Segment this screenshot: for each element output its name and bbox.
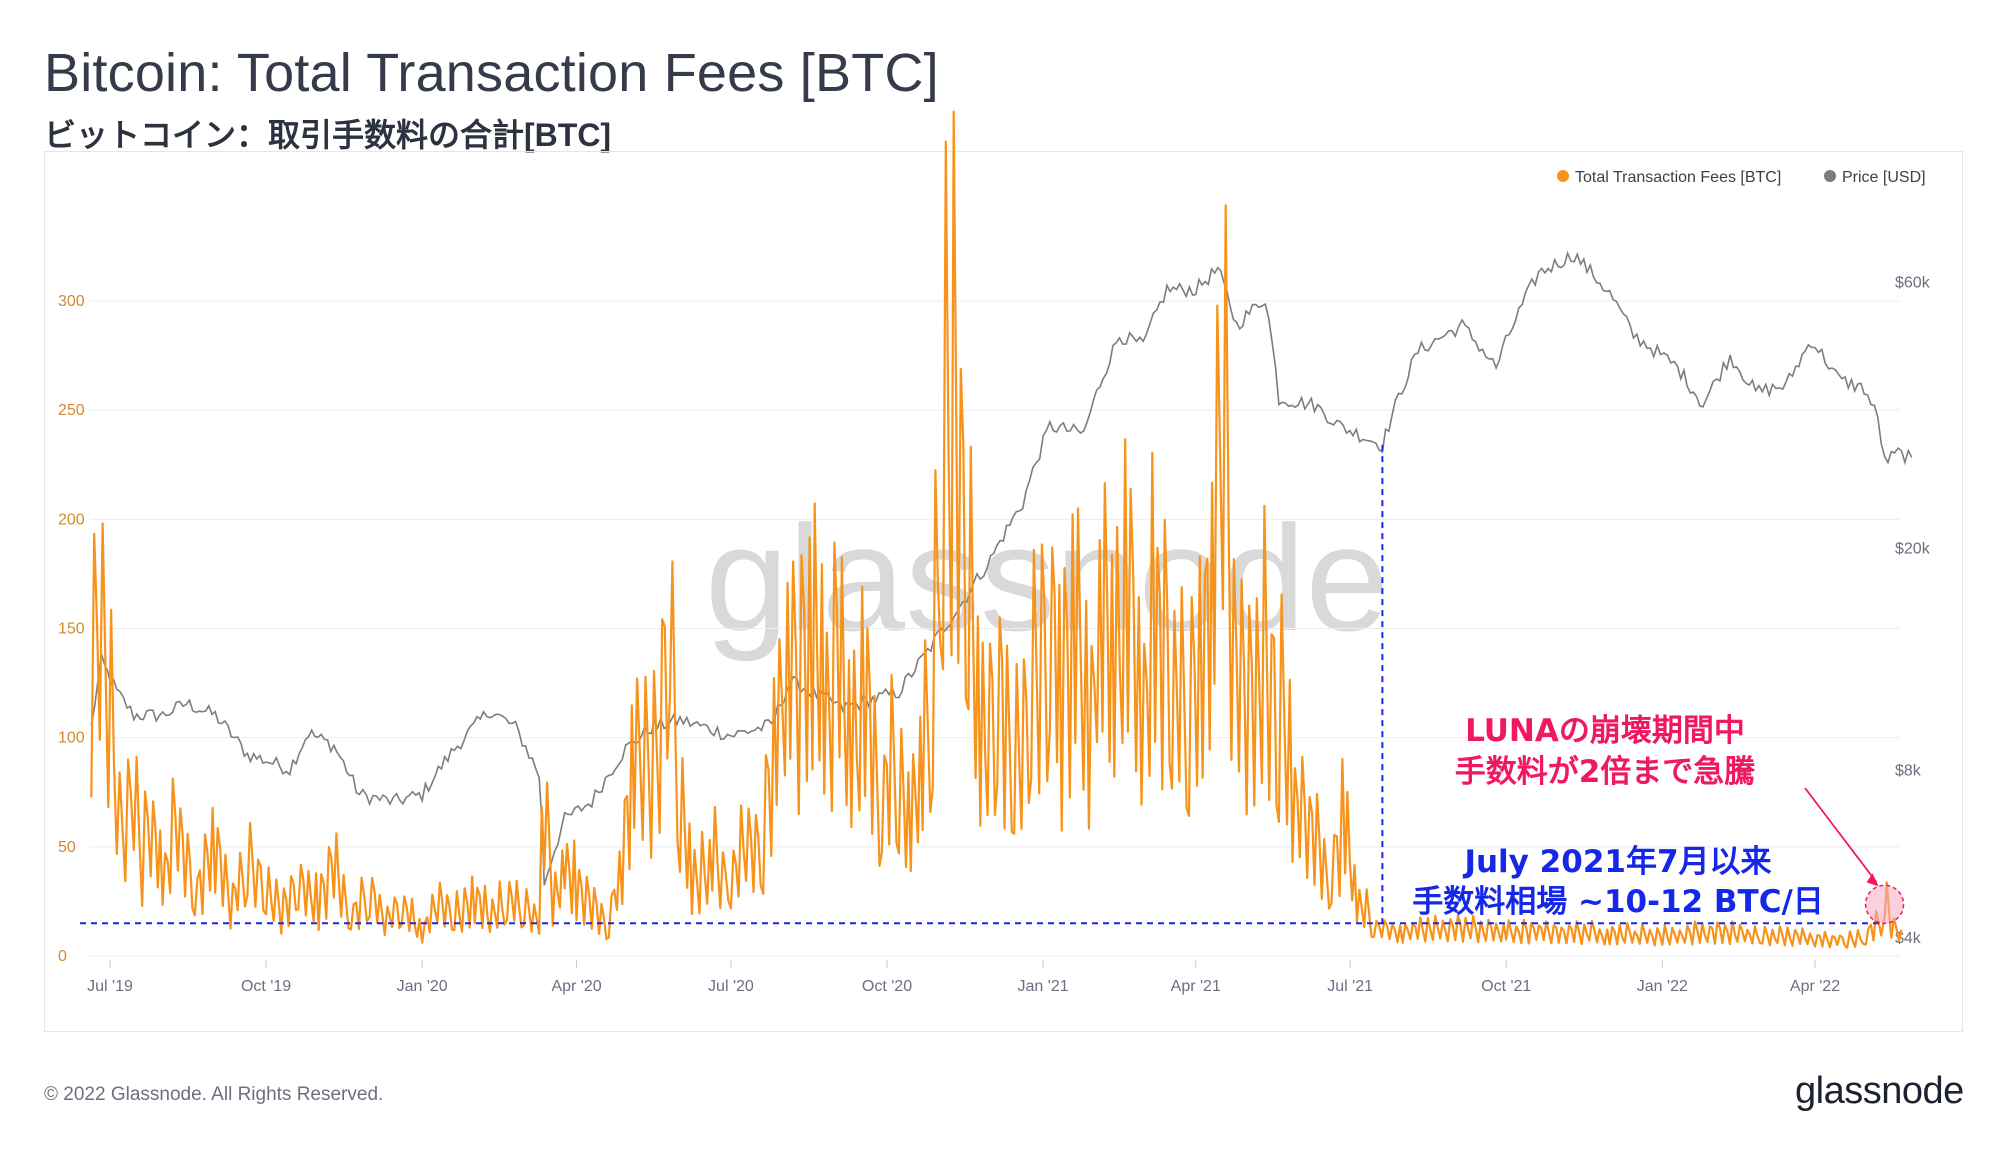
fees-line	[90, 110, 1903, 949]
x-tick-label: Oct '20	[862, 978, 912, 995]
watermark: glassnode	[705, 494, 1389, 662]
chart-frame	[44, 151, 1963, 1032]
y-left-tick-label: 150	[58, 621, 85, 638]
chart-axes: 0 50 100 150 200 250 300 $4k $8k $20k $60k Jul '19 O…	[58, 274, 1931, 995]
x-tick-label: Jan '21	[1018, 978, 1069, 995]
chart-grid	[90, 300, 1900, 957]
y-left-tick-label: 200	[58, 511, 85, 528]
x-tick-label: Jul '19	[87, 978, 133, 995]
y-right-tick-label: $20k	[1895, 540, 1931, 557]
chart-series	[90, 110, 1913, 949]
x-tick-label: Jul '20	[708, 978, 754, 995]
y-left-tick-label: 0	[58, 948, 67, 965]
x-tick-label: Jan '22	[1637, 978, 1688, 995]
x-tick-label: Apr '21	[1171, 978, 1221, 995]
x-tick-label: Jan '20	[397, 978, 448, 995]
y-left-tick-label: 50	[58, 839, 76, 856]
fee-range-annotation-text: July 2021年7月以来	[1462, 844, 1771, 880]
y-left-tick-label: 250	[58, 402, 85, 419]
x-tick-label: Oct '21	[1481, 978, 1531, 995]
glassnode-logo: glassnode	[1795, 1070, 1964, 1112]
page-title: Bitcoin: Total Transaction Fees [BTC]	[44, 43, 939, 103]
y-right-tick-label: $4k	[1895, 930, 1922, 947]
legend-label: Price [USD]	[1842, 169, 1926, 186]
legend-label: Total Transaction Fees [BTC]	[1575, 169, 1781, 186]
x-tick-label: Apr '20	[551, 978, 601, 995]
luna-arrow-head	[1866, 873, 1879, 887]
x-tick-label: Apr '22	[1790, 978, 1840, 995]
fee-range-annotation-text: 手数料相場 ~10-12 BTC/日	[1412, 884, 1824, 920]
x-tick-label: Oct '19	[241, 978, 291, 995]
luna-spike-highlight	[1864, 884, 1905, 925]
price-line	[90, 250, 1913, 886]
chart-legend: Total Transaction Fees [BTC] Price [USD]	[1557, 169, 1926, 186]
legend-marker	[1824, 170, 1836, 182]
copyright-text: © 2022 Glassnode. All Rights Reserved.	[44, 1084, 384, 1105]
legend-marker	[1557, 170, 1569, 182]
y-left-tick-label: 100	[58, 730, 85, 747]
y-left-tick-label: 300	[58, 293, 85, 310]
x-tick-label: Jul '21	[1327, 978, 1373, 995]
luna-annotation-text: LUNAの崩壊期間中	[1465, 713, 1745, 749]
y-right-tick-label: $8k	[1895, 762, 1922, 779]
luna-annotation-text: 手数料が2倍まで急騰	[1455, 754, 1756, 790]
y-right-tick-label: $60k	[1895, 274, 1931, 291]
luna-arrow-line	[1804, 787, 1878, 883]
page-subtitle: ビットコイン：取引手数料の合計[BTC]	[44, 117, 612, 153]
